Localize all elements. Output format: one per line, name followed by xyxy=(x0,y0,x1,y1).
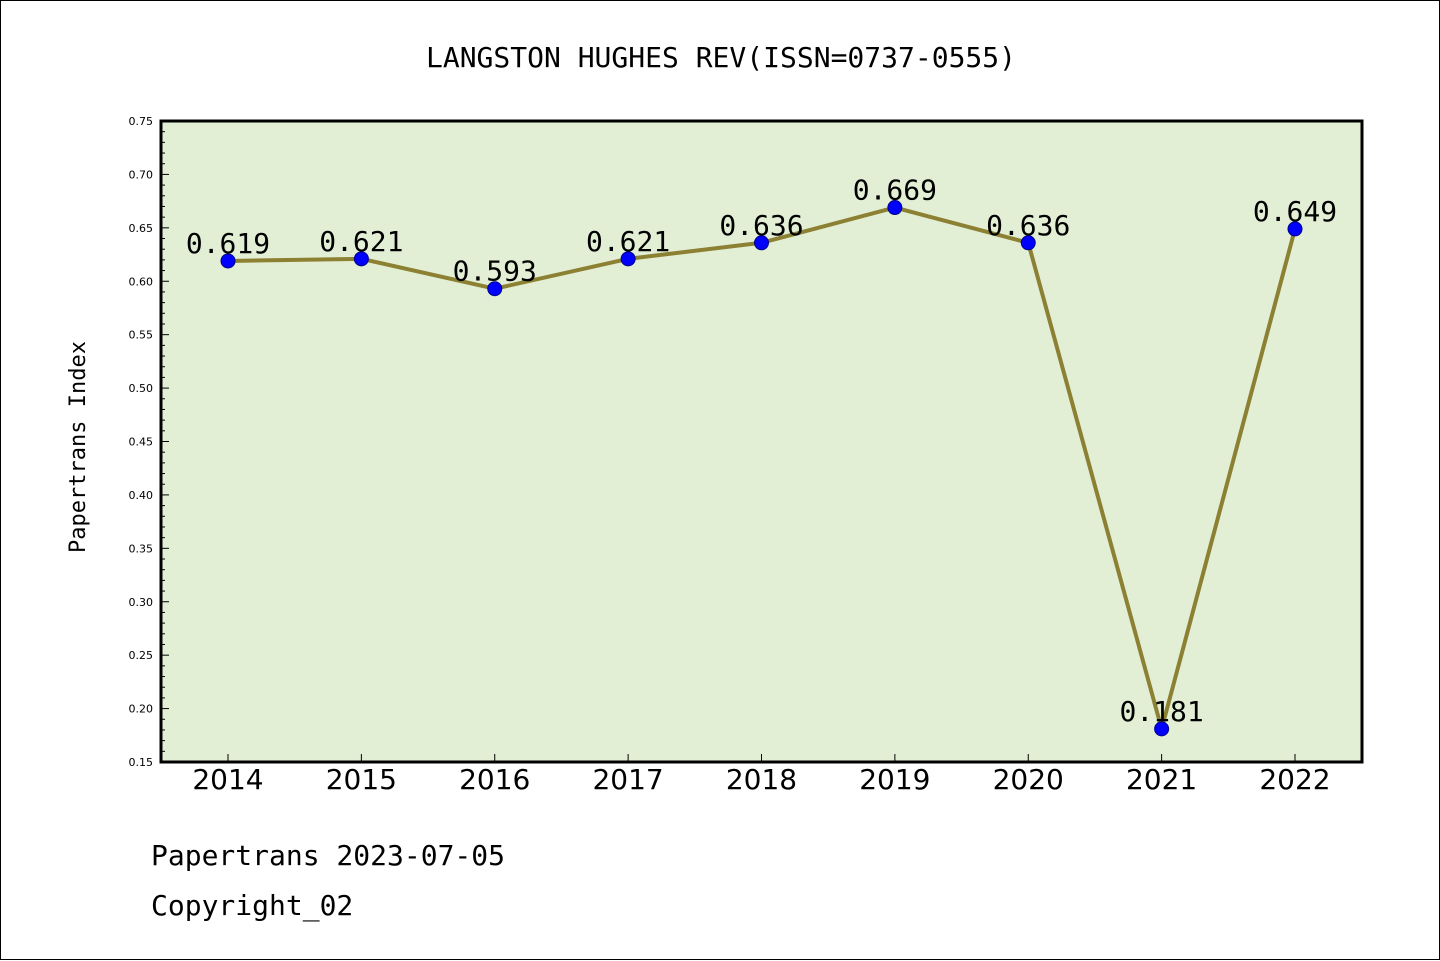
y-tick-label: 0.70 xyxy=(129,168,154,181)
y-tick-label: 0.40 xyxy=(129,489,154,502)
data-point xyxy=(1020,235,1036,251)
data-label: 0.619 xyxy=(186,227,270,260)
y-axis-label: Papertrans Index xyxy=(66,341,91,553)
data-point xyxy=(1154,721,1170,737)
x-axis: 2014 2015 2016 2017 2018 2019 2020 2021 2022 xyxy=(192,754,1331,796)
data-point xyxy=(887,200,903,216)
data-label: 0.669 xyxy=(853,174,937,207)
data-label: 0.621 xyxy=(586,225,670,258)
x-tick-label: 2017 xyxy=(592,763,663,796)
data-label: 0.649 xyxy=(1253,195,1337,228)
y-tick-label: 0.65 xyxy=(129,222,154,235)
x-tick-label: 2020 xyxy=(993,763,1064,796)
x-tick-label: 2021 xyxy=(1126,763,1197,796)
data-label: 0.636 xyxy=(719,209,803,242)
footer-date: Papertrans 2023-07-05 xyxy=(151,839,505,872)
plot-area xyxy=(161,121,1362,762)
data-point xyxy=(220,253,236,269)
data-point xyxy=(620,251,636,267)
x-tick-label: 2019 xyxy=(859,763,930,796)
y-tick-label: 0.20 xyxy=(129,703,154,716)
footer-copyright: Copyright_02 xyxy=(151,889,353,923)
x-tick-label: 2014 xyxy=(192,763,263,796)
y-tick-label: 0.60 xyxy=(129,275,154,288)
y-tick-label: 0.15 xyxy=(129,756,154,769)
plot-border xyxy=(159,119,1364,764)
y-tick-label: 0.30 xyxy=(129,596,154,609)
x-tick-label: 2018 xyxy=(726,763,797,796)
y-tick-label: 0.25 xyxy=(129,649,154,662)
y-tick-label: 0.55 xyxy=(129,329,154,342)
data-label: 0.181 xyxy=(1119,695,1203,728)
y-tick-label: 0.35 xyxy=(129,542,154,555)
y-tick-label: 0.50 xyxy=(129,382,154,395)
y-tick-label: 0.75 xyxy=(129,115,154,128)
y-axis: 0.15 0.20 0.25 0.30 0.35 0.40 0.45 0.50 0.55 0.60… xyxy=(129,115,169,769)
data-point xyxy=(353,251,369,267)
data-label: 0.593 xyxy=(453,255,537,288)
data-points xyxy=(220,200,1303,737)
data-label: 0.621 xyxy=(319,225,403,258)
x-tick-label: 2015 xyxy=(326,763,397,796)
y-tick-label: 0.45 xyxy=(129,436,154,449)
x-tick-label: 2022 xyxy=(1259,763,1330,796)
data-point xyxy=(754,235,769,251)
data-point xyxy=(487,281,503,297)
data-label: 0.636 xyxy=(986,209,1070,242)
chart-title: LANGSTON HUGHES REV(ISSN=0737-0555) xyxy=(426,41,1016,74)
data-labels: 0.619 0.621 0.593 0.621 0.636 0.669 0.636 0.181… xyxy=(186,174,1337,728)
x-tick-label: 2016 xyxy=(459,763,530,796)
data-point xyxy=(1287,221,1303,237)
